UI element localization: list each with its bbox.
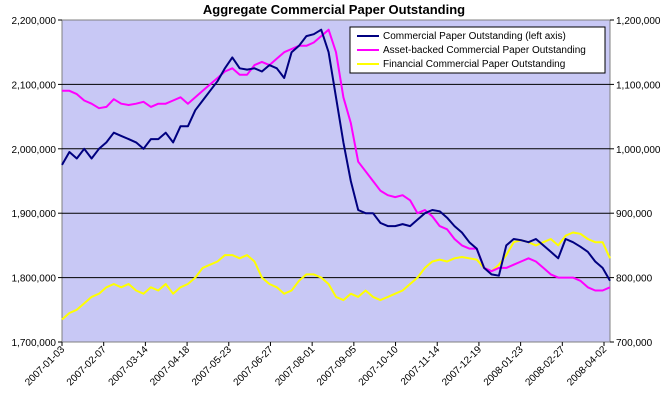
x-tick-label: 2007-11-14 bbox=[399, 344, 443, 388]
x-tick-label: 2008-02-27 bbox=[523, 344, 567, 388]
gridlines bbox=[62, 83, 610, 279]
x-tick-label: 2007-10-10 bbox=[357, 344, 401, 388]
right-tick-label: 800,000 bbox=[616, 274, 653, 285]
right-tick-label: 1,200,000 bbox=[616, 16, 661, 27]
left-tick-label: 1,800,000 bbox=[12, 274, 57, 285]
chart-title: Aggregate Commercial Paper Outstanding bbox=[203, 2, 465, 17]
x-tick-label: 2007-08-01 bbox=[273, 344, 317, 388]
left-axis: 1,700,000 1,800,000 1,900,000 2,000,000 2,10… bbox=[12, 16, 62, 349]
x-tick-label: 2008-04-02 bbox=[565, 344, 609, 388]
x-tick-label: 2007-01-03 bbox=[23, 344, 67, 388]
x-tick-label: 2007-04-18 bbox=[148, 344, 192, 388]
left-tick-label: 2,200,000 bbox=[12, 16, 57, 27]
right-tick-label: 700,000 bbox=[616, 338, 653, 349]
x-tick-label: 2007-06-27 bbox=[232, 344, 276, 388]
legend-box bbox=[349, 26, 606, 74]
left-tick-label: 2,100,000 bbox=[12, 80, 57, 91]
x-tick-label: 2007-09-05 bbox=[315, 344, 359, 388]
legend-label-commercial: Commercial Paper Outstanding (left axis) bbox=[383, 31, 566, 42]
right-tick-label: 1,100,000 bbox=[616, 80, 661, 91]
x-axis: 2007-01-032007-02-072007-03-142007-04-18… bbox=[23, 342, 609, 388]
right-tick-label: 900,000 bbox=[616, 209, 653, 220]
x-tick-label: 2007-03-14 bbox=[107, 344, 151, 388]
left-tick-label: 1,900,000 bbox=[12, 209, 57, 220]
series-layer bbox=[61, 28, 611, 321]
x-tick-label: 2008-01-23 bbox=[482, 344, 526, 388]
right-tick-label: 1,000,000 bbox=[616, 145, 661, 156]
legend-label-financial: Financial Commercial Paper Outstanding bbox=[383, 59, 565, 70]
series-line-0 bbox=[61, 28, 611, 282]
legend-label-asset-backed: Asset-backed Commercial Paper Outstandin… bbox=[383, 45, 586, 56]
x-tick-label: 2007-05-23 bbox=[190, 344, 234, 388]
left-tick-label: 1,700,000 bbox=[12, 338, 57, 349]
right-axis: 700,000 800,000 900,000 1,000,000 1,100,000 1… bbox=[610, 16, 661, 349]
left-tick-label: 2,000,000 bbox=[12, 145, 57, 156]
legend: Commercial Paper Outstanding (left axis)… bbox=[349, 26, 606, 74]
x-tick-label: 2007-12-19 bbox=[440, 344, 484, 388]
series-line-1 bbox=[62, 28, 611, 292]
series-line-2 bbox=[61, 231, 611, 321]
x-tick-label: 2007-02-07 bbox=[65, 344, 109, 388]
